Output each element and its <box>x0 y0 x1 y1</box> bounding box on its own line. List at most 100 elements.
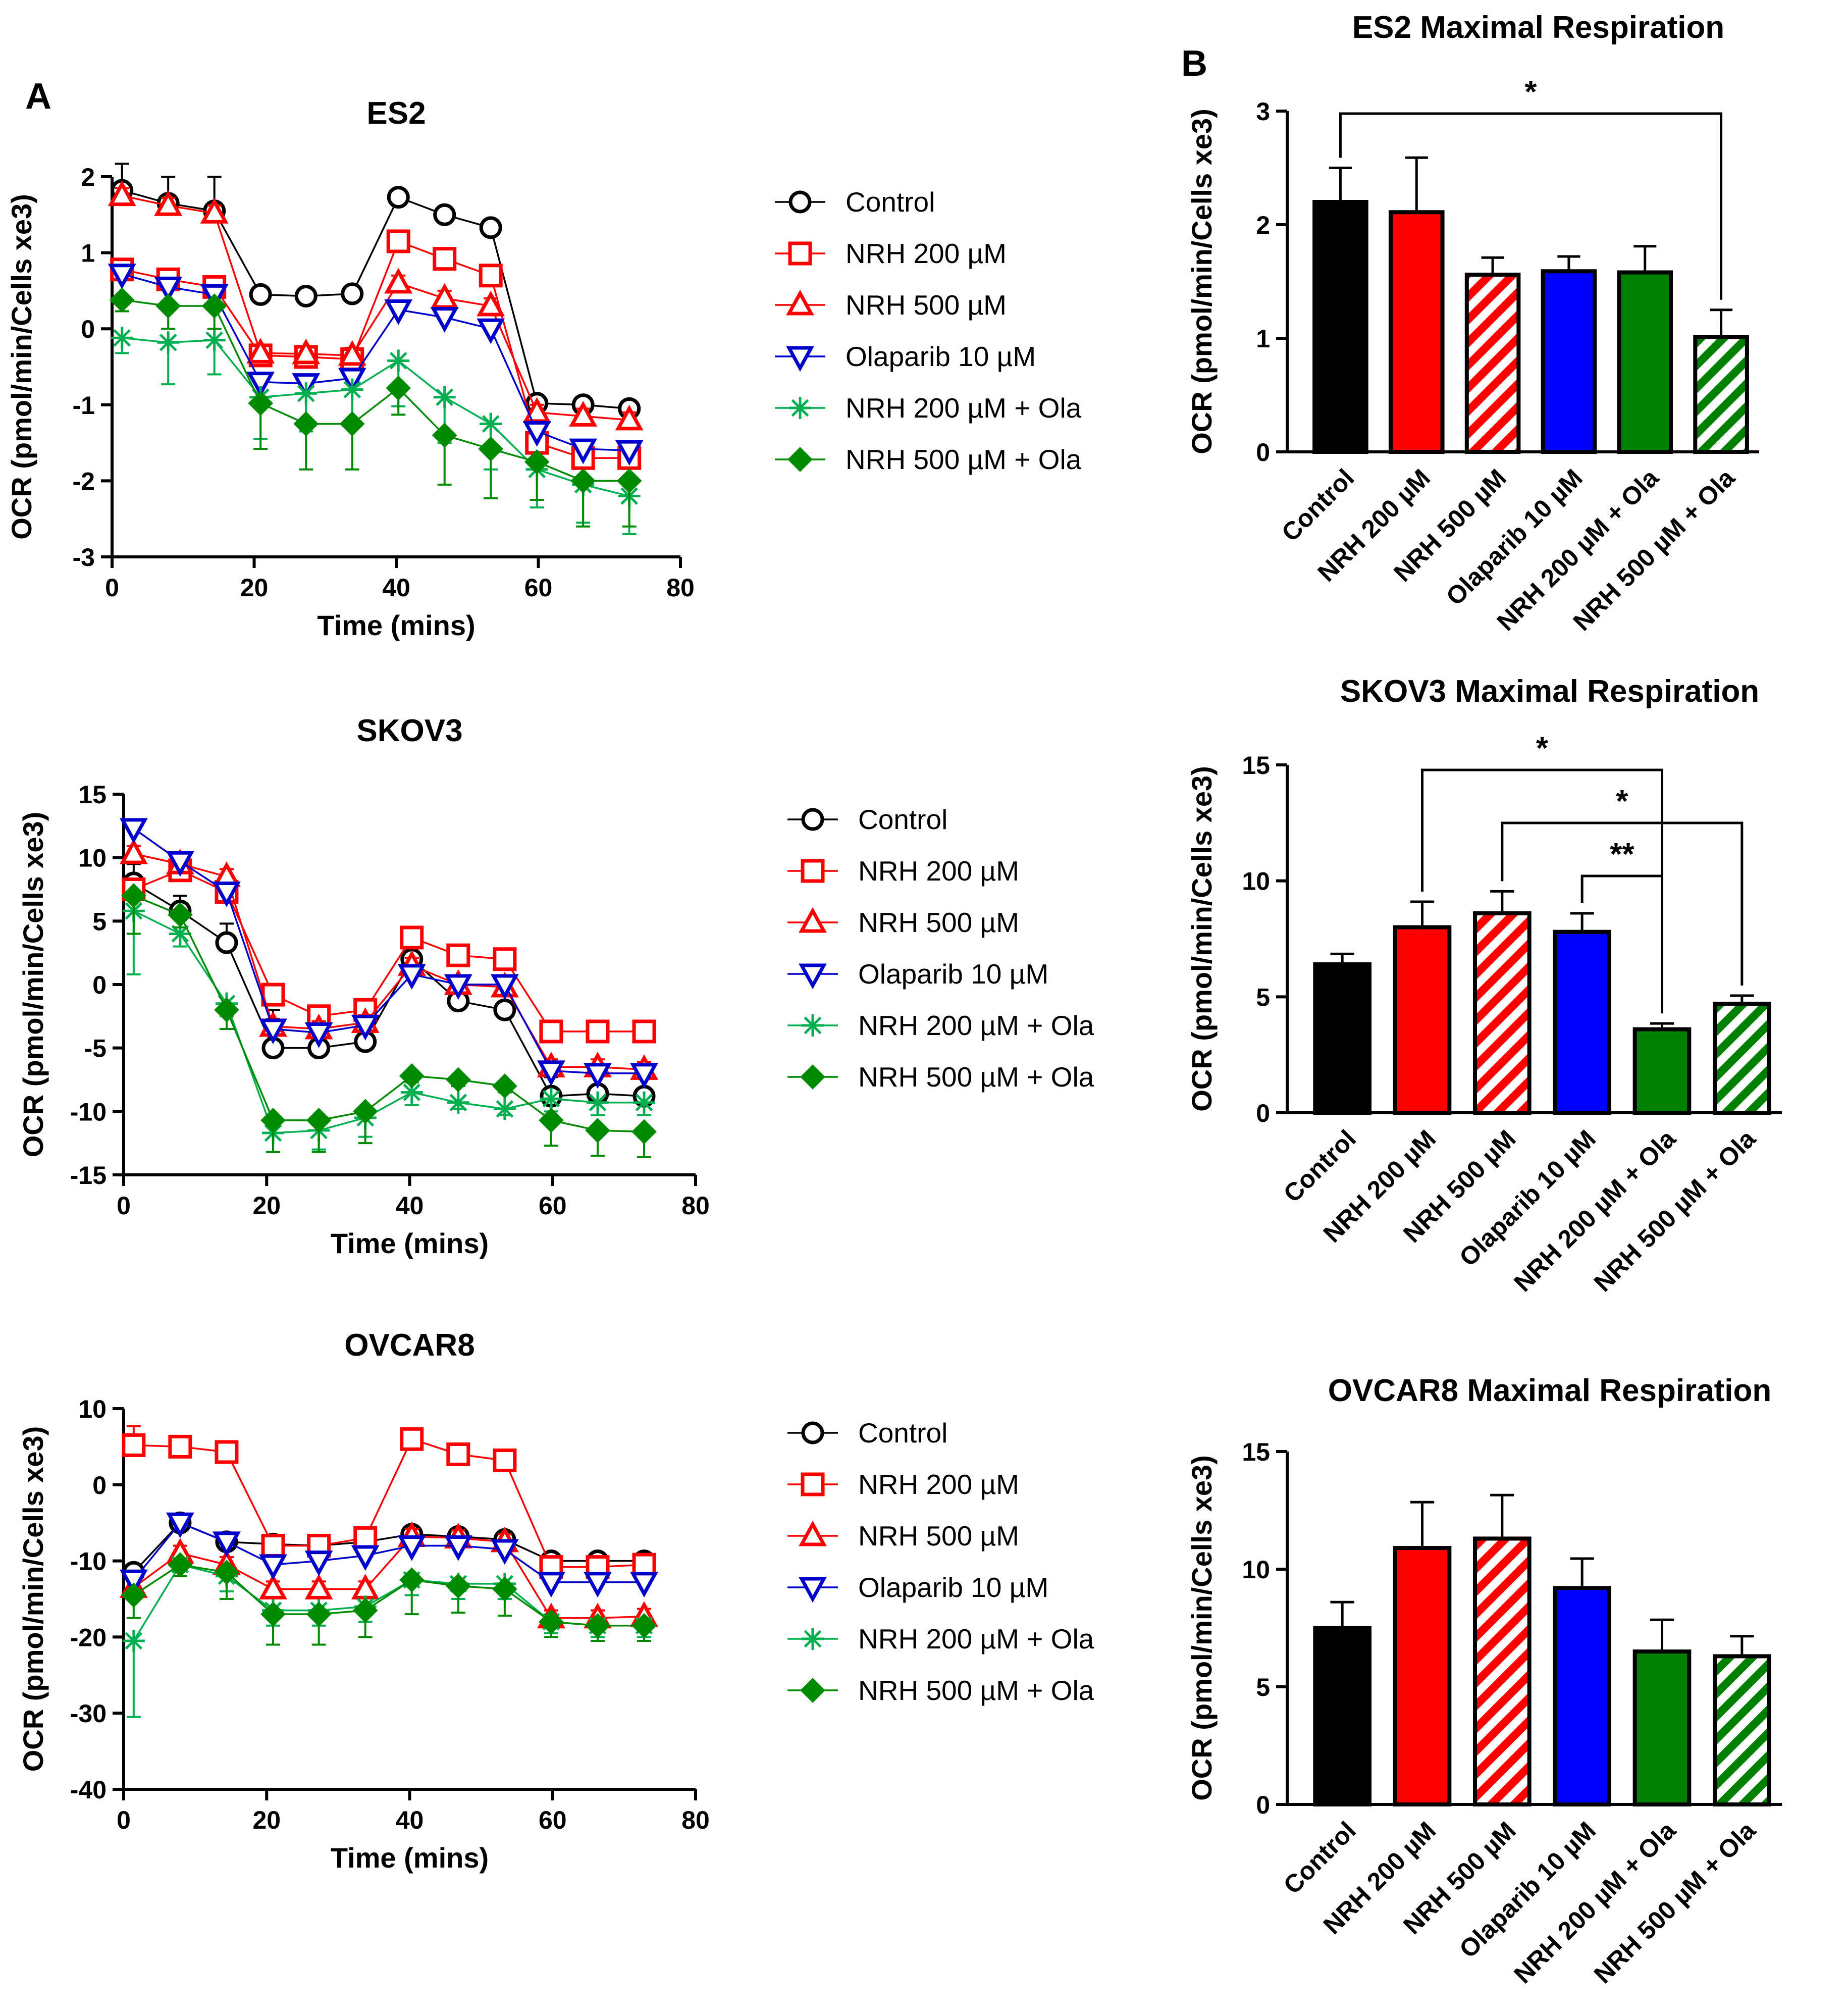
x-tick-label: 80 <box>666 574 695 602</box>
data-point <box>444 974 472 1000</box>
legend-label: NRH 500 µM <box>858 907 1019 938</box>
data-point <box>260 1601 286 1627</box>
data-point <box>569 401 598 427</box>
bracket-line <box>1501 821 1744 986</box>
data-point <box>570 468 596 494</box>
data-point <box>585 1118 610 1143</box>
y-tick-label: 0 <box>92 1471 107 1500</box>
data-point <box>444 1535 472 1561</box>
series-control <box>122 863 656 1108</box>
x-tick-label: 20 <box>252 1192 281 1220</box>
data-point <box>203 329 226 351</box>
x-axis-title: Time (mins) <box>331 1227 489 1259</box>
data-point <box>584 1572 612 1598</box>
bar-control <box>1313 1626 1372 1806</box>
series-nrh-500-um-ola <box>121 883 657 1158</box>
data-point <box>477 318 505 344</box>
y-tick-label: -40 <box>70 1776 107 1804</box>
legend-item: Control <box>787 804 947 835</box>
bar-skov3: SKOV3 Maximal Respiration 0 5 10 15 OCR (pmol… <box>1186 674 1782 1297</box>
data-point <box>304 1022 333 1048</box>
y-tick-label: 0 <box>1256 438 1270 467</box>
legend-marker <box>787 447 813 472</box>
y-tick-label: 15 <box>1242 1438 1270 1466</box>
y-tick-label: 15 <box>1242 751 1270 780</box>
series-olaparib-10-um <box>119 1512 658 1598</box>
legend-marker <box>802 1628 824 1650</box>
data-point <box>351 1014 380 1041</box>
legend-item: NRH 500 µM + Ola <box>787 1061 1094 1093</box>
legend-marker <box>788 190 812 214</box>
data-point <box>339 411 365 437</box>
legend-label: NRH 500 µM + Ola <box>858 1061 1094 1093</box>
legend-label: NRH 500 µM + Ola <box>858 1675 1094 1706</box>
data-point <box>540 1088 562 1110</box>
data-point <box>119 818 148 844</box>
legend-label: Olaparib 10 µM <box>858 1572 1048 1603</box>
data-point <box>631 1613 657 1638</box>
data-point <box>633 1091 656 1114</box>
line-skov3: SKOV3 0 20 40 60 80 -15 -10 -5 0 5 10 15 Time (mins) O… <box>17 713 1094 1259</box>
y-tick-label: 5 <box>1256 983 1270 1011</box>
data-point <box>213 882 241 907</box>
data-point <box>341 282 364 305</box>
panel-label-a: A <box>25 76 51 117</box>
data-point <box>478 436 504 461</box>
legend-item: NRH 500 µM + Ola <box>787 1675 1094 1706</box>
data-point <box>352 1099 378 1124</box>
series-nrh-500-um-ola <box>121 1552 657 1646</box>
data-point <box>386 375 411 401</box>
bar-nrh-200-um <box>1388 210 1445 454</box>
x-tick-label: 40 <box>396 1806 424 1834</box>
legend-item: NRH 200 µM + Ola <box>787 1010 1094 1041</box>
legend-item: NRH 200 µM <box>775 238 1007 269</box>
data-point <box>522 397 551 423</box>
series-nrh-200-um-ola <box>122 900 656 1153</box>
legend-marker <box>801 1421 824 1444</box>
series-line <box>133 1438 645 1568</box>
data-point <box>430 307 459 333</box>
bar-nrh-500-um-ola <box>1713 1002 1771 1115</box>
data-point <box>430 283 459 309</box>
x-tick-label: 20 <box>240 574 269 602</box>
legend-marker <box>800 1678 825 1703</box>
series-line <box>133 910 645 1134</box>
x-tick-label: 40 <box>396 1192 424 1220</box>
data-point <box>261 1533 285 1558</box>
data-point <box>490 974 519 1000</box>
bar-nrh-500-um <box>1464 273 1521 454</box>
data-point <box>632 1019 656 1044</box>
data-point <box>493 1098 516 1120</box>
data-point <box>169 922 191 945</box>
data-point <box>632 1553 656 1577</box>
significance-bracket: ** <box>1580 837 1663 1014</box>
data-point <box>122 1433 146 1457</box>
data-point <box>493 947 517 971</box>
legend-marker <box>801 1472 825 1496</box>
y-tick-label: -15 <box>70 1161 107 1190</box>
data-point <box>214 997 239 1023</box>
data-point <box>294 284 318 307</box>
y-tick-label: -3 <box>73 543 95 572</box>
legend-label: NRH 500 µM + Ola <box>846 444 1082 475</box>
bar-nrh-200-um-ola <box>1617 270 1673 454</box>
series-line <box>133 828 645 1074</box>
data-point <box>155 293 181 319</box>
data-point <box>259 1018 287 1045</box>
data-point <box>539 1609 564 1635</box>
data-point <box>293 411 319 437</box>
data-point <box>295 382 318 405</box>
data-point <box>524 449 550 475</box>
data-point <box>490 1539 519 1565</box>
data-point <box>108 264 136 290</box>
y-tick-label: 10 <box>1242 1556 1270 1584</box>
legend-label: Control <box>858 1417 947 1449</box>
data-point <box>304 1550 333 1576</box>
data-point <box>446 1442 470 1466</box>
series-line <box>133 853 645 1071</box>
data-point <box>479 264 503 288</box>
bar-control <box>1313 962 1372 1115</box>
bar-olaparib-10-um <box>1553 929 1611 1115</box>
